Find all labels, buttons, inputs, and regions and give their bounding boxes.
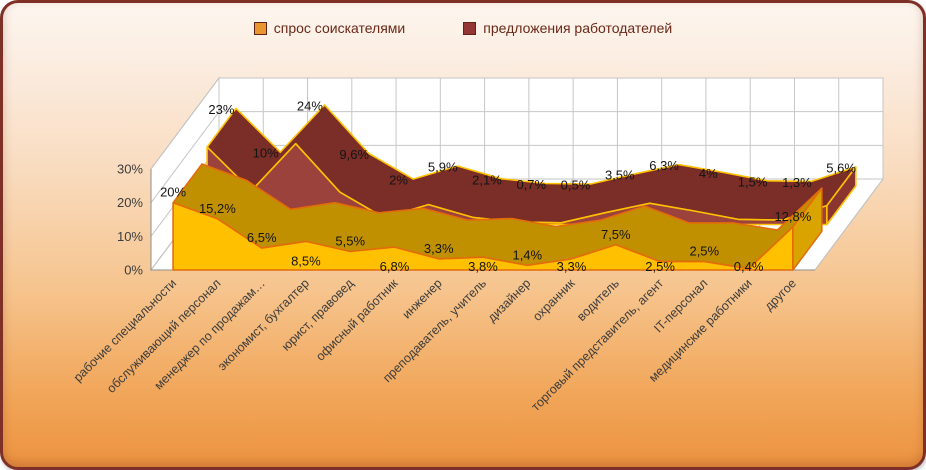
gridline-side [150, 111, 220, 203]
data-label-offers: 0,7% [516, 177, 546, 192]
legend-item-demand: спрос соискателями [253, 20, 406, 36]
data-label-offers: 5,9% [428, 160, 458, 175]
data-label-offers: 2% [389, 173, 408, 188]
category-label: охранник [530, 276, 578, 324]
data-label-offers: 10% [253, 146, 279, 161]
data-label-offers: 3,5% [605, 168, 635, 183]
series-demand-end-cap [792, 187, 823, 271]
data-label-demand: 20% [160, 185, 186, 200]
data-label-offers: 4% [699, 166, 718, 181]
y-tick-label: 20% [117, 195, 143, 210]
legend-label-offers: предложения работодателей [483, 20, 673, 36]
gridline-floor [814, 178, 884, 271]
y-tick-label: 10% [117, 229, 143, 244]
series-demand [172, 163, 823, 271]
y-tick-label: 0% [124, 263, 143, 278]
data-label-demand: 7,5% [601, 227, 631, 242]
series-offers-end-cap [826, 166, 857, 226]
gridline-side [150, 77, 220, 170]
legend-label-demand: спрос соискателями [273, 20, 406, 36]
data-label-offers: 23% [208, 102, 234, 117]
y-tick-label: 30% [117, 162, 143, 177]
data-label-offers: 24% [297, 99, 323, 114]
category-label: другое [762, 276, 799, 313]
data-label-offers: 5,6% [826, 161, 856, 176]
data-label-demand: 1,4% [512, 247, 542, 262]
legend: спрос соискателями предложения работодат… [3, 20, 923, 36]
data-label-demand: 3,3% [424, 241, 454, 256]
data-label-demand: 12,8% [774, 209, 811, 224]
category-label: дизайнер [485, 276, 534, 325]
legend-swatch-demand [253, 21, 267, 35]
data-label-demand: 2,5% [645, 259, 675, 274]
data-labels: 23% 10% 24% 9,6% 2% 5,9% 2,1% 0,7% 0,5% 3,5% 6,3% 4… [160, 99, 856, 274]
data-label-offers: 0,5% [561, 178, 591, 193]
data-label-offers: 6,3% [649, 158, 679, 173]
data-label-demand: 6,5% [247, 230, 277, 245]
data-label-demand: 0,4% [734, 259, 764, 274]
data-label-offers: 1,3% [782, 175, 812, 190]
data-label-offers: 2,1% [472, 172, 502, 187]
data-label-demand: 8,5% [291, 253, 321, 268]
data-label-demand: 15,2% [199, 201, 236, 216]
legend-swatch-offers [463, 21, 477, 35]
employment-3d-area-chart: 23% 10% 24% 9,6% 2% 5,9% 2,1% 0,7% 0,5% 3,5% 6,3% 4… [71, 76, 884, 414]
legend-item-offers: предложения работодателей [463, 20, 672, 36]
data-label-demand: 5,5% [335, 234, 365, 249]
category-label: офисный работник [313, 276, 401, 364]
y-axis-labels: 0% 10% 20% 30% [117, 162, 143, 278]
data-label-demand: 3,3% [557, 259, 587, 274]
data-label-demand: 2,5% [689, 244, 719, 259]
data-label-demand: 3,8% [468, 259, 498, 274]
data-label-demand: 6,8% [380, 259, 410, 274]
category-label: инженер [400, 276, 445, 321]
data-label-offers: 9,6% [339, 147, 369, 162]
data-label-offers: 1,5% [738, 174, 768, 189]
